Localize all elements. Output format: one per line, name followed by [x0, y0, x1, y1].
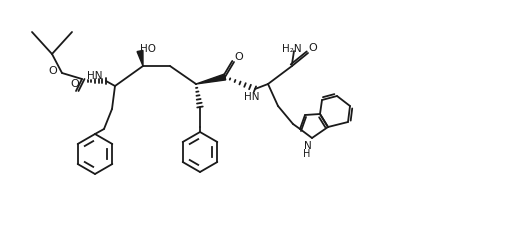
- Text: HO: HO: [140, 44, 156, 54]
- Text: O: O: [71, 79, 79, 89]
- Text: O: O: [235, 52, 243, 62]
- Text: N: N: [304, 141, 312, 151]
- Text: H₂N: H₂N: [282, 44, 302, 54]
- Text: O: O: [309, 43, 318, 53]
- Text: O: O: [49, 66, 57, 76]
- Text: HN: HN: [244, 92, 260, 102]
- Text: HN: HN: [87, 71, 103, 81]
- Polygon shape: [137, 50, 143, 66]
- Text: H: H: [303, 149, 311, 159]
- Polygon shape: [196, 74, 226, 84]
